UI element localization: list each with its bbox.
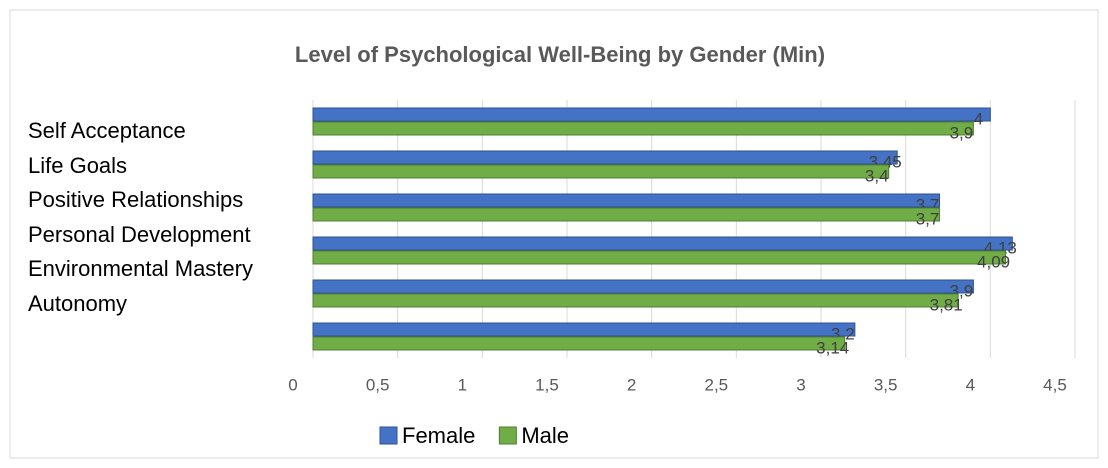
data-label: 3,4 [865, 166, 889, 185]
category-label: Autonomy [28, 290, 128, 316]
bar [312, 336, 846, 351]
x-tick-label: 2,5 [705, 375, 729, 394]
x-tick-label: 3 [796, 375, 805, 394]
category-label: Personal Development [28, 221, 251, 247]
legend-swatch [379, 426, 398, 445]
category-label: Positive Relationships [28, 187, 244, 212]
x-tick-label: 4 [966, 375, 975, 394]
bar [312, 150, 898, 165]
x-tick-label: 1 [458, 375, 467, 394]
legend-swatch [498, 426, 517, 445]
chart-border [9, 9, 1099, 459]
bar [312, 236, 1013, 251]
x-tick-label: 3,5 [874, 375, 898, 394]
x-tick-label: 2 [627, 375, 636, 394]
bar [312, 207, 941, 222]
data-label: 3,14 [816, 338, 849, 357]
x-tick-label: 1,5 [535, 375, 559, 394]
category-label: Environmental Mastery [28, 256, 253, 281]
x-tick-label: 0,5 [366, 375, 390, 394]
category-label: Life Goals [28, 152, 128, 178]
bar [312, 121, 974, 136]
data-label: 3,9 [950, 123, 974, 142]
category-label: Self Acceptance [28, 118, 186, 143]
bar [312, 107, 991, 122]
bar [312, 164, 890, 179]
x-tick-label: 0 [288, 375, 297, 394]
data-label: 4 [974, 109, 983, 128]
legend-label: Male [521, 423, 569, 448]
bar [312, 250, 1007, 265]
bar [312, 322, 856, 337]
data-label: 3,81 [930, 295, 963, 314]
bar [312, 193, 941, 208]
legend-label: Female [402, 423, 475, 448]
bar [312, 293, 959, 308]
data-label: 4,09 [977, 252, 1010, 271]
data-label: 3,7 [916, 209, 940, 228]
chart-title: Level of Psychological Well-Being by Gen… [295, 42, 825, 67]
category-labels: Self Acceptance Life Goals Positive Relati… [28, 114, 290, 321]
bar [312, 279, 974, 294]
x-tick-label: 4,5 [1043, 375, 1067, 394]
